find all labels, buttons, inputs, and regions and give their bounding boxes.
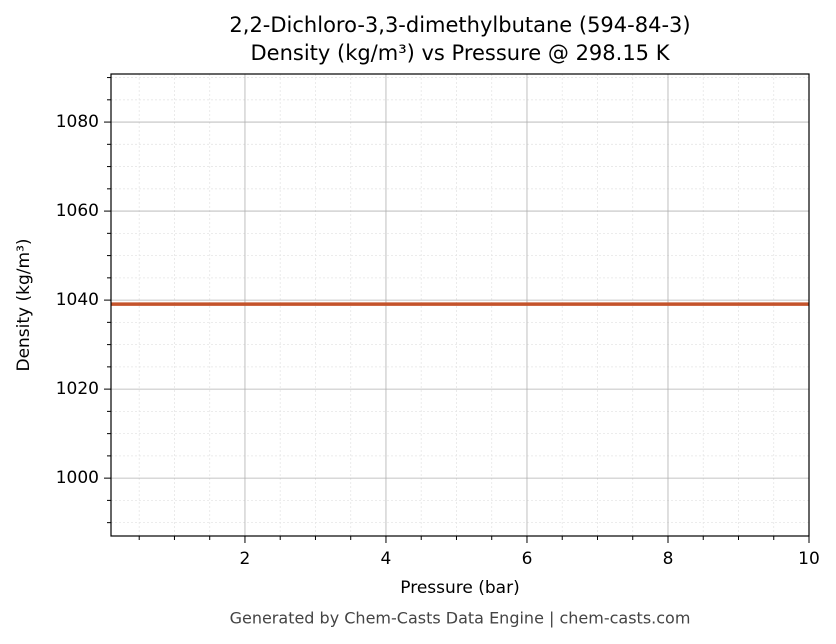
x-tick-label: 6 [522,549,533,569]
plot-frame [110,73,810,537]
y-tick-label: 1040 [56,290,99,310]
x-tick-label: 10 [798,549,820,569]
y-tick-label: 1060 [56,201,99,221]
y-tick-label: 1000 [56,468,99,488]
y-axis-label: Density (kg/m³) [14,238,34,371]
y-tick-label: 1020 [56,379,99,399]
x-tick-label: 2 [240,549,251,569]
chart-title: 2,2-Dichloro-3,3-dimethylbutane (594-84-… [229,13,690,37]
x-tick-label: 8 [663,549,674,569]
footer: Generated by Chem-Casts Data Engine | ch… [230,609,691,628]
chart-subtitle: Density (kg/m³) vs Pressure @ 298.15 K [250,41,670,65]
x-tick-label: 4 [381,549,392,569]
x-axis-label: Pressure (bar) [400,578,519,598]
y-tick-label: 1080 [56,112,99,132]
